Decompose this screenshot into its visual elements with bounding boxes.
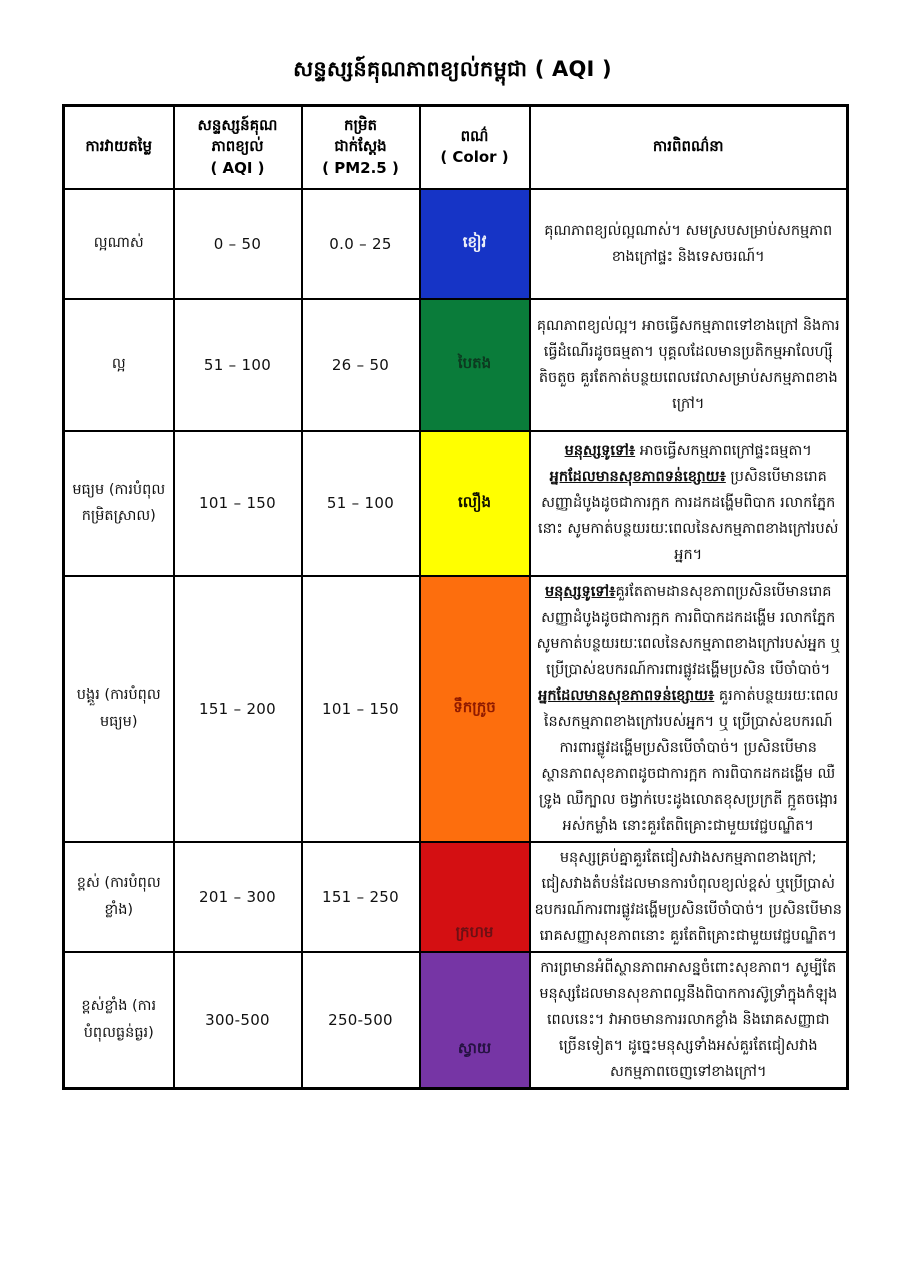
color-name-label: លឿង [457, 492, 492, 511]
description-paragraph: អ្នកដែលមានសុខភាពទន់ខ្សោយ៖ គួរកាត់បន្ថយរយ… [535, 683, 843, 839]
pm25-range-cell: 26 – 50 [300, 297, 421, 432]
description-text: មនុស្សគ្រប់គ្នាគួរតែជៀសវាងសកម្មភាពខាងក្រ… [534, 849, 842, 944]
pm25-range-cell: 0.0 – 25 [300, 187, 421, 300]
description-cell: ការព្រមានអំពីស្ថានភាពអាសន្នចំពោះសុខភាព។ … [528, 950, 849, 1089]
table-row: ល្អ 51 – 100 26 – 50 បៃតង គុណភាពខ្យល់ល្អ។ អា… [62, 297, 849, 432]
color-swatch-cell: លឿង [418, 429, 531, 577]
header-color-line2: ( Color ) [440, 148, 509, 167]
header-pm25-line2: ជាក់ស្តែង [334, 137, 387, 156]
description-text: អាចធ្វើសកម្មភាពក្រៅផ្ទះធម្មតា។ [635, 443, 812, 459]
description-cell: មនុស្សទូទៅ៖ អាចធ្វើសកម្មភាពក្រៅផ្ទះធម្មត… [528, 429, 849, 577]
header-color: ពណ៌ ( Color ) [418, 104, 531, 190]
header-description: ការពិពណ៌នា [528, 104, 849, 190]
table-row: បង្គួរ (ការបំពុលមធ្យម) 151 – 200 101 – 150… [62, 574, 849, 843]
aqi-range-cell: 201 – 300 [172, 840, 303, 953]
rating-cell: ខ្ពស់ខ្លាំង (ការបំពុលធ្ងន់ធ្ងរ) [62, 950, 175, 1089]
description-leadin: អ្នកដែលមានសុខភាពទន់ខ្សោយ៖ [538, 687, 715, 704]
header-aqi-line3: ( AQI ) [210, 159, 265, 178]
header-description-label: ការពិពណ៌នា [652, 137, 724, 156]
aqi-range-cell: 0 – 50 [172, 187, 303, 300]
description-text: គុណភាពខ្យល់ល្អណាស់។ សមស្របសម្រាប់សកម្មភា… [544, 222, 833, 265]
header-pm25-line3: ( PM2.5 ) [322, 159, 399, 178]
pm25-range-cell: 51 – 100 [300, 429, 421, 577]
description-text: គួរកាត់បន្ថយរយៈពេលនៃសកម្មភាពខាងក្រៅរបស់អ… [538, 687, 839, 834]
table-row: ខ្ពស់ខ្លាំង (ការបំពុលធ្ងន់ធ្ងរ) 300-500 25… [62, 950, 849, 1089]
description-paragraph: គុណភាពខ្យល់ល្អ។ អាចធ្វើសកម្មភាពទៅខាងក្រៅ… [535, 313, 843, 417]
description-cell: គុណភាពខ្យល់ល្អ។ អាចធ្វើសកម្មភាពទៅខាងក្រៅ… [528, 297, 849, 432]
color-name-label: ស្វាយ [457, 1038, 492, 1057]
page-title: សន្ទស្សន៍គុណភាពខ្យល់កម្ពុជា ( AQI ) [293, 57, 612, 81]
description-paragraph: ការព្រមានអំពីស្ថានភាពអាសន្នចំពោះសុខភាព។ … [535, 955, 843, 1085]
description-paragraph: គុណភាពខ្យល់ល្អណាស់។ សមស្របសម្រាប់សកម្មភា… [535, 218, 843, 270]
color-swatch-cell: ខៀវ [418, 187, 531, 300]
table-row: មធ្យម (ការបំពុលកម្រិតស្រាល) 101 – 150 51 –… [62, 429, 849, 577]
header-pm25: កម្រិត ជាក់ស្តែង ( PM2.5 ) [300, 104, 421, 190]
description-leadin: អ្នកដែលមានសុខភាពទន់ខ្សោយ៖ [549, 469, 726, 485]
aqi-range-cell: 300-500 [172, 950, 303, 1089]
header-aqi-line2: ភាពខ្យល់ [211, 137, 264, 156]
pm25-range-cell: 101 – 150 [300, 574, 421, 843]
color-name-label: បៃតង [457, 354, 492, 372]
color-name-label: ទឹកក្រូច [453, 698, 496, 716]
header-rating-label: ការវាយតម្លៃ [85, 137, 153, 156]
rating-cell: ល្អ [62, 297, 175, 432]
description-text: គុណភាពខ្យល់ល្អ។ អាចធ្វើសកម្មភាពទៅខាងក្រៅ… [536, 317, 840, 412]
description-paragraph: មនុស្សទូទៅ៖ អាចធ្វើសកម្មភាពក្រៅផ្ទះធម្មត… [535, 438, 843, 464]
aqi-range-cell: 151 – 200 [172, 574, 303, 843]
description-paragraph: មនុស្សគ្រប់គ្នាគួរតែជៀសវាងសកម្មភាពខាងក្រ… [535, 845, 843, 949]
description-cell: មនុស្សគ្រប់គ្នាគួរតែជៀសវាងសកម្មភាពខាងក្រ… [528, 840, 849, 953]
description-paragraph: មនុស្សទូទៅ៖គួរតែតាមដានសុខភាពប្រសិនបើមានរ… [535, 579, 843, 683]
pm25-range-cell: 250-500 [300, 950, 421, 1089]
color-swatch-cell: ក្រហម [418, 840, 531, 953]
header-rating: ការវាយតម្លៃ [62, 104, 175, 190]
description-text: ប្រសិនបើមានរោគសញ្ញាដំបូងដូចជាការក្អក ការ… [538, 469, 839, 563]
description-cell: មនុស្សទូទៅ៖គួរតែតាមដានសុខភាពប្រសិនបើមានរ… [528, 574, 849, 843]
rating-cell: ល្អណាស់ [62, 187, 175, 300]
description-paragraph: អ្នកដែលមានសុខភាពទន់ខ្សោយ៖ ប្រសិនបើមានរោគ… [535, 464, 843, 568]
aqi-range-cell: 101 – 150 [172, 429, 303, 577]
description-cell: គុណភាពខ្យល់ល្អណាស់។ សមស្របសម្រាប់សកម្មភា… [528, 187, 849, 300]
header-aqi: សន្ទស្សន៍គុណ ភាពខ្យល់ ( AQI ) [172, 104, 303, 190]
description-leadin: មនុស្សទូទៅ៖ [544, 583, 616, 600]
aqi-range-cell: 51 – 100 [172, 297, 303, 432]
color-swatch-cell: ស្វាយ [418, 950, 531, 1089]
header-color-line1: ពណ៌ [460, 126, 489, 145]
table-row: ល្អណាស់ 0 – 50 0.0 – 25 ខៀវ គុណភាពខ្យល់ល្អណា… [62, 187, 849, 300]
color-swatch-cell: បៃតង [418, 297, 531, 432]
aqi-table: ការវាយតម្លៃ សន្ទស្សន៍គុណ ភាពខ្យល់ ( AQI … [62, 104, 849, 1090]
description-text: ការព្រមានអំពីស្ថានភាពអាសន្នចំពោះសុខភាព។ … [539, 959, 838, 1080]
aqi-table-body: ល្អណាស់ 0 – 50 0.0 – 25 ខៀវ គុណភាពខ្យល់ល្អណា… [62, 187, 849, 1089]
header-aqi-line1: សន្ទស្សន៍គុណ [197, 115, 278, 134]
pm25-range-cell: 151 – 250 [300, 840, 421, 953]
color-name-label: ខៀវ [462, 233, 487, 251]
color-swatch-cell: ទឹកក្រូច [418, 574, 531, 843]
table-header-row: ការវាយតម្លៃ សន្ទស្សន៍គុណ ភាពខ្យល់ ( AQI … [62, 104, 849, 190]
header-pm25-line1: កម្រិត [343, 115, 378, 134]
description-leadin: មនុស្សទូទៅ៖ [564, 443, 636, 459]
rating-cell: បង្គួរ (ការបំពុលមធ្យម) [62, 574, 175, 843]
color-name-label: ក្រហម [455, 922, 494, 941]
rating-cell: មធ្យម (ការបំពុលកម្រិតស្រាល) [62, 429, 175, 577]
description-text: គួរតែតាមដានសុខភាពប្រសិនបើមានរោគសញ្ញាដំបូ… [536, 583, 840, 678]
rating-cell: ខ្ពស់ (ការបំពុលខ្លាំង) [62, 840, 175, 953]
table-row: ខ្ពស់ (ការបំពុលខ្លាំង) 201 – 300 151 – 250… [62, 840, 849, 953]
